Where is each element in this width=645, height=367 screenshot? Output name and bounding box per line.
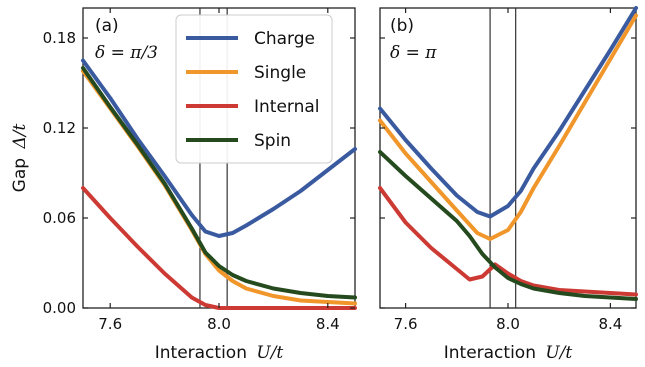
panel-a-ticks: 7.6 8.0 8.4 0.00 0.06 0.12 0.18 [43,8,355,333]
y-axis-label-math: Δ/t [10,124,30,150]
x-axis-label-b: Interaction U/t [444,343,573,363]
y-axis-label: Gap Δ/t [10,124,30,193]
panel-b-label: (b) [390,16,414,36]
x-tick-label: 8.4 [316,315,340,333]
y-tick-label: 0.00 [43,299,76,317]
y-axis-label-text: Gap [10,158,30,192]
x-tick-label: 8.4 [598,315,622,333]
panel-a-delta: δ = π/3 [95,43,158,63]
series-internal [81,186,357,310]
series-spin [81,66,357,300]
y-tick-label: 0.12 [43,119,76,137]
series-spin [378,150,638,301]
x-axis-label-a-math: U/t [256,343,283,363]
x-axis-label-b-math: U/t [545,343,572,363]
panel-b-curves [378,6,638,308]
panel-b-delta: δ = π [390,43,437,63]
legend-label-spin: Spin [254,131,291,151]
y-tick-label: 0.18 [43,29,76,47]
series-internal [378,186,638,297]
x-tick-label: 7.6 [98,315,122,333]
series-single [378,13,638,241]
legend-label-single: Single [254,63,306,83]
legend-box [175,14,333,164]
legend-label-internal: Internal [254,97,320,117]
x-axis-label-b-text: Interaction [444,343,536,363]
panel-a-label: (a) [95,16,119,36]
y-tick-label: 0.06 [43,209,76,227]
legend-label-charge: Charge [254,29,315,49]
panel-b: (b) δ = π 7.6 8.0 8.4 [378,6,638,333]
x-axis-label-a: Interaction U/t [155,343,284,363]
panel-b-ticks: 7.6 8.0 8.4 [380,8,636,333]
x-tick-label: 8.0 [207,315,231,333]
series-charge [81,58,357,238]
x-axis-label-a-text: Interaction [155,343,247,363]
series-charge [378,6,638,219]
x-tick-label: 7.6 [394,315,418,333]
legend: Charge Single Internal Spin [175,14,333,164]
x-tick-label: 8.0 [496,315,520,333]
